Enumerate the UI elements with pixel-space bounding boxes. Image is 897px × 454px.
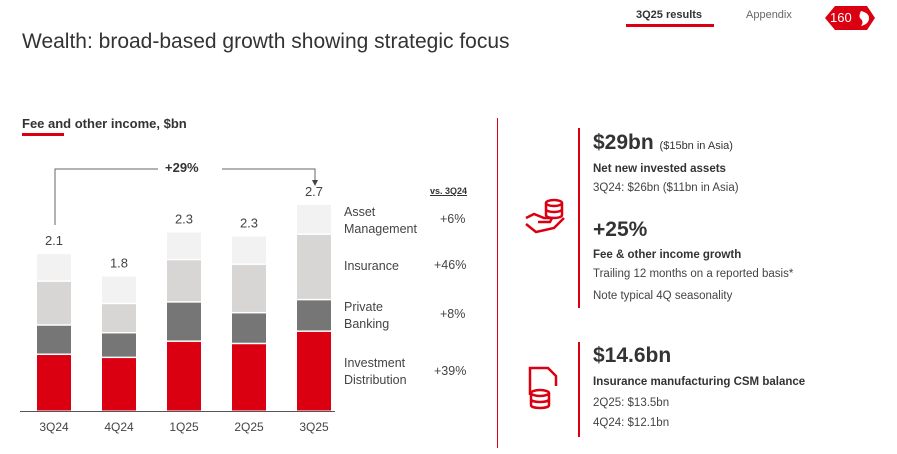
csm-label: Insurance manufacturing CSM balance <box>593 376 806 388</box>
active-tab-indicator <box>626 24 714 27</box>
stacked-bar-chart: 2.1 3Q24 1.8 4Q24 2.3 1Q25 2.3 2Q25 2.7 3Q25 <box>20 168 335 434</box>
bar-segment-investment-distribution <box>167 341 201 411</box>
vs-header: vs. 3Q24 <box>430 186 468 196</box>
bar-segment-investment-distribution <box>297 331 331 411</box>
kpi-accent-bar <box>578 128 580 308</box>
bar-total-label: 2.3 <box>240 215 258 230</box>
bar-total-label: 2.7 <box>305 184 323 199</box>
bar-segment-insurance <box>37 281 71 325</box>
growth-annotation: +29% <box>165 160 199 175</box>
x-tick-label: 3Q25 <box>299 420 329 434</box>
nnia-value: $29bn ($15bn in Asia) <box>593 131 733 154</box>
bar-segment-insurance <box>232 264 266 312</box>
change-investment-distribution: +39% <box>434 364 467 378</box>
growth-arrow-icon <box>312 180 318 186</box>
csm-detail-2: 4Q24: $12.1bn <box>593 417 670 429</box>
csm-value: $14.6bn <box>593 344 672 367</box>
legend-insurance: Insurance <box>344 259 399 273</box>
bar-segment-asset-management <box>297 204 331 234</box>
nav-tab-appendix[interactable]: Appendix <box>746 9 792 21</box>
nnia-label: Net new invested assets <box>593 163 726 175</box>
lion-logo-icon <box>825 6 875 30</box>
fee-growth-label: Fee & other income growth <box>593 249 742 261</box>
nav-tab-3q25-results[interactable]: 3Q25 results <box>636 9 703 21</box>
growth-bracket <box>54 168 316 225</box>
chart-title-underline <box>22 133 64 136</box>
csm-detail-1: 2Q25: $13.5bn <box>593 397 670 409</box>
fee-growth-value: +25% <box>593 218 648 241</box>
bar-segment-private-banking <box>37 325 71 354</box>
legend-investment-distribution: Investment Distribution <box>344 356 407 387</box>
x-tick-label: 2Q25 <box>234 420 264 434</box>
kpi-accent-bar <box>578 342 580 437</box>
bar-segment-private-banking <box>102 333 136 357</box>
change-asset-management: +6% <box>440 212 466 226</box>
change-insurance: +46% <box>434 258 467 272</box>
nnia-detail: 3Q24: $26bn ($11bn in Asia) <box>593 182 739 194</box>
page-number-badge: 160 <box>825 4 877 37</box>
page-title: Wealth: broad-based growth showing strat… <box>22 30 510 53</box>
fee-growth-detail-1: Trailing 12 months on a reported basis* <box>593 268 794 280</box>
nnia-note: ($15bn in Asia) <box>659 140 733 152</box>
x-tick-label: 1Q25 <box>169 420 199 434</box>
chart-title: Fee and other income, $bn <box>22 116 187 131</box>
bar-segment-private-banking <box>297 300 331 331</box>
bar-segment-insurance <box>297 234 331 299</box>
document-coins-icon <box>528 366 558 410</box>
x-tick-label: 4Q24 <box>104 420 134 434</box>
bar-segment-insurance <box>102 304 136 332</box>
bar-segment-private-banking <box>232 313 266 343</box>
bar-segment-asset-management <box>37 254 71 281</box>
bar-segment-private-banking <box>167 302 201 341</box>
bar-segment-investment-distribution <box>37 355 71 411</box>
divider <box>497 118 498 448</box>
bar-segment-asset-management <box>102 276 136 303</box>
page-number: 160 <box>830 10 852 25</box>
legend-asset-management: Asset Management <box>344 205 417 236</box>
bar-total-label: 1.8 <box>110 255 128 270</box>
bar-total-label: 2.3 <box>175 212 193 227</box>
change-private-banking: +8% <box>440 307 466 321</box>
fee-growth-detail-2: Note typical 4Q seasonality <box>593 290 733 302</box>
x-tick-label: 3Q24 <box>39 420 69 434</box>
bar-segment-insurance <box>167 260 201 302</box>
bar-segment-investment-distribution <box>102 358 136 411</box>
bar-segment-investment-distribution <box>232 344 266 411</box>
bar-segment-asset-management <box>167 232 201 259</box>
legend-private-banking: Private Banking <box>344 300 390 331</box>
hand-coins-icon <box>525 198 565 234</box>
bar-total-label: 2.1 <box>45 233 63 248</box>
bar-segment-asset-management <box>232 236 266 264</box>
